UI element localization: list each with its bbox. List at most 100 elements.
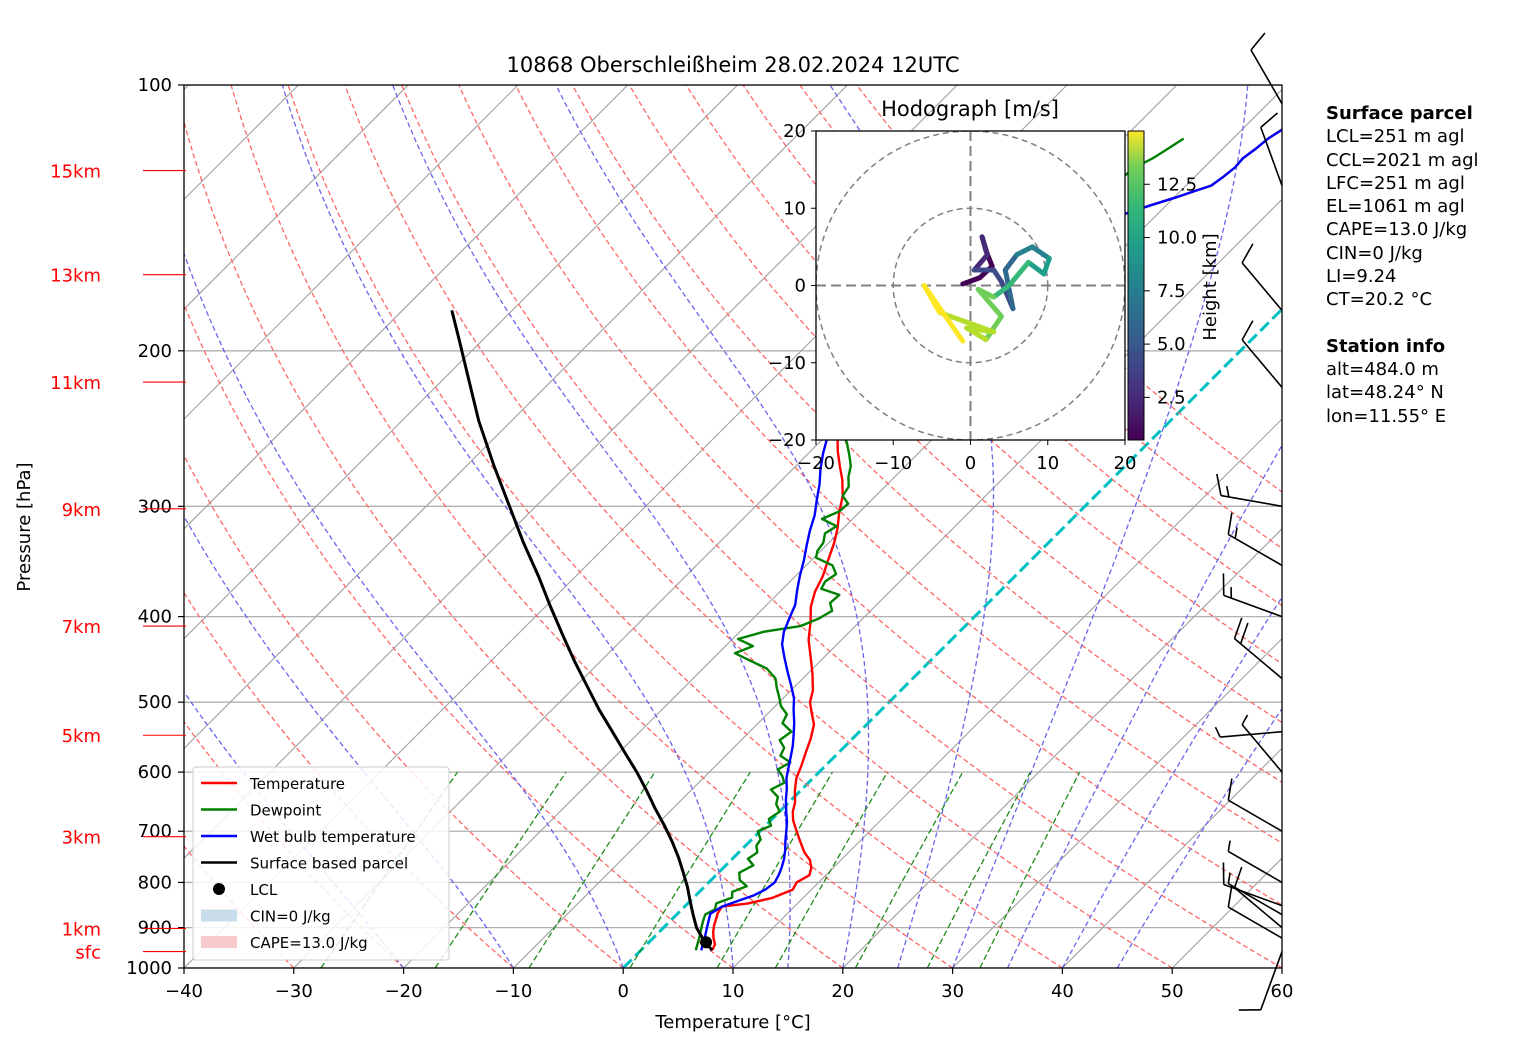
legend: Temperature Dewpoint Wet bulb temperature S… [193,767,449,960]
y-axis-label: Pressure [hPa] [14,462,35,591]
barb-staff [1235,639,1282,679]
colorbar-tick-label: 7.5 [1157,281,1186,302]
y-tick-label: 200 [138,341,172,362]
wind-barb [1228,841,1282,883]
barb-flag [1251,33,1265,50]
barb-flag [1217,474,1221,496]
mixing-ratio-line [435,772,566,968]
legend-label: Surface based parcel [250,855,408,873]
barb-flag [1228,885,1232,907]
barb-flag [1215,727,1220,737]
colorbar [1128,131,1144,440]
chart-title: 10868 Oberschleißheim 28.02.2024 12UTC [507,53,960,77]
station-info-heading: Station info [1326,335,1511,358]
barb-staff [1224,595,1282,616]
colorbar-tick-label: 12.5 [1157,174,1197,195]
wind-barbs [1215,33,1282,1010]
hodo-y-tick-label: 20 [783,121,806,142]
legend-label: LCL [250,881,278,899]
y-tick-label: 300 [138,496,172,517]
mixing-ratio-line [717,772,832,968]
height-label: 7km [62,617,101,638]
barb-flag [1228,841,1230,852]
wind-barb [1228,513,1282,566]
parcel-cape: CAPE=13.0 J/kg [1326,218,1511,241]
hodo-x-tick-label: 10 [1036,453,1059,474]
y-tick-label: 600 [138,762,172,783]
parcel-ccl: CCL=2021 m agl [1326,149,1511,172]
height-label: 15km [50,162,101,183]
barb-staff [1221,496,1282,507]
x-tick-label: 30 [941,981,964,1002]
x-tick-label: −30 [275,981,313,1002]
x-tick-label: 50 [1161,981,1184,1002]
height-label: 3km [62,828,101,849]
mixing-ratio-line [980,772,1080,968]
barb-flag [1242,321,1253,340]
colorbar-label: Height [km] [1200,233,1221,340]
wind-barb [1251,33,1282,104]
x-tick-label: −20 [385,981,423,1002]
height-label: sfc [75,943,101,964]
y-tick-label: 700 [138,821,172,842]
hodo-y-tick-label: 10 [783,198,806,219]
legend-label: Wet bulb temperature [250,828,416,846]
series-surface-based-parcel [452,310,712,950]
hodo-y-tick-label: 0 [795,276,806,297]
x-tick-label: 60 [1271,981,1294,1002]
wind-barb [1228,885,1282,938]
barb-flag [1241,623,1248,644]
parcel-lfc: LFC=251 m agl [1326,172,1511,195]
hodo-y-tick-label: −20 [768,430,806,451]
colorbar-tick-label: 2.5 [1157,387,1186,408]
wind-barb [1261,113,1282,186]
wind-barb [1242,715,1282,772]
colorbar-tick-label: 5.0 [1157,334,1186,355]
y-tick-label: 100 [138,75,172,96]
station-lon: lon=11.55° E [1326,405,1511,428]
surface-parcel-heading: Surface parcel [1326,102,1511,125]
height-label: 11km [50,373,101,394]
legend-label: CIN=0 J/kg [250,908,331,926]
wind-barb [1228,873,1282,915]
wind-barb [1228,779,1282,832]
parcel-ct: CT=20.2 °C [1326,288,1511,311]
hodo-x-tick-label: −10 [874,453,912,474]
hodograph-title: Hodograph [m/s] [881,97,1059,121]
legend-swatch [201,936,237,948]
legend-swatch [213,883,225,895]
parcel-cin: CIN=0 J/kg [1326,242,1511,265]
info-panel: Surface parcel LCL=251 m agl CCL=2021 m … [1326,102,1511,428]
parcel-el: EL=1061 m agl [1326,195,1511,218]
y-tick-label: 1000 [126,958,172,979]
mixing-ratio-line [630,772,750,968]
barb-staff [1235,888,1282,928]
y-tick-label: 800 [138,872,172,893]
height-label: 9km [62,500,101,521]
legend-swatch [201,910,237,922]
y-tick-label: 400 [138,607,172,628]
legend-label: Dewpoint [250,802,321,820]
barb-staff [1228,907,1282,938]
barb-staff [1242,263,1282,310]
x-tick-label: 20 [831,981,854,1002]
colorbar-tick-label: 10.0 [1157,228,1197,249]
height-label: 1km [62,919,101,940]
parcel-lcl: LCL=251 m agl [1326,125,1511,148]
x-tick-label: 0 [617,981,628,1002]
height-label: 5km [62,726,101,747]
legend-label: Temperature [249,775,345,793]
barb-flag [1228,513,1232,535]
hodo-x-tick-label: 20 [1114,453,1137,474]
barb-flag [1242,244,1253,263]
hodo-x-tick-label: 0 [965,453,976,474]
barb-flag [1235,618,1242,639]
x-tick-label: −10 [494,981,532,1002]
mixing-ratio-line [775,772,887,968]
mixing-ratio-line [529,772,655,968]
legend-label: CAPE=13.0 J/kg [250,934,368,952]
barb-flag [1235,528,1237,539]
